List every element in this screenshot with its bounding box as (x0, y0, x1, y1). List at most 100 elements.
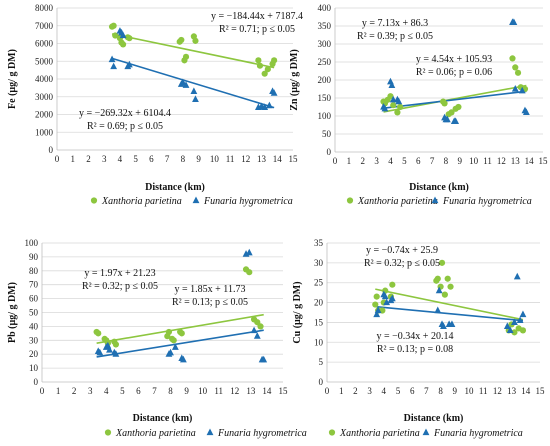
y-tick-label: 70 (29, 280, 39, 290)
y-axis-title: Cu (µg/ g DM) (292, 281, 303, 343)
x-tick-label: 15 (279, 386, 289, 396)
x-tick-label: 15 (536, 386, 546, 396)
x-tick-label: 7 (424, 386, 429, 396)
funaria-point (435, 286, 443, 294)
legend: Xanthoria parietina Funaria hygrometrica (346, 196, 532, 207)
x-tick-label: 15 (289, 154, 299, 164)
xanthoria-point (441, 291, 448, 298)
y-axis-title: Zn (µg/ g DM) (289, 49, 300, 111)
xanthoria-point (444, 275, 451, 282)
funaria-point (192, 95, 199, 103)
x-tick-label: 8 (168, 386, 173, 396)
x-tick-label: 11 (214, 386, 223, 396)
xanthoria-point (182, 53, 190, 60)
y-tick-label: 15 (314, 317, 324, 327)
legend-xanthoria-marker (104, 429, 112, 436)
y-tick-label: 20 (29, 349, 39, 359)
legend-funaria-label: Funaria hygrometrica (203, 196, 293, 207)
funaria-trendline (111, 57, 275, 109)
y-tick-label: 200 (318, 75, 332, 85)
legend-xanthoria-label: Xanthoria parietina (357, 196, 438, 207)
x-tick-label: 9 (453, 386, 458, 396)
y-tick-label: 300 (318, 39, 332, 49)
y-axis-title: Fe (µg/ g DM) (7, 49, 18, 109)
xanthoria-point (119, 41, 127, 48)
funaria-point (506, 326, 514, 333)
y-tick-label: 150 (318, 93, 332, 103)
xanthoria-equation: y = 7.13x + 86.3 (362, 18, 428, 29)
y-tick-label: 0 (319, 377, 324, 387)
xanthoria-point (170, 337, 177, 344)
legend-funaria-label: Funaria hygrometrica (433, 428, 523, 439)
y-tick-label: 350 (318, 21, 332, 31)
funaria-equation: y = 1.85x + 11.73 (175, 284, 246, 295)
xanthoria-point (509, 55, 516, 62)
x-axis-title: Distance (km) (404, 413, 464, 424)
y-tick-label: 30 (314, 258, 324, 268)
funaria-trendline (383, 90, 527, 109)
x-tick-label: 13 (511, 156, 521, 166)
funaria-point (270, 89, 278, 96)
funaria-point (253, 332, 261, 339)
x-tick-label: 12 (493, 386, 502, 396)
x-tick-label: 4 (104, 386, 109, 396)
xanthoria-r2: R² = 0.71; p ≤ 0.05 (219, 24, 295, 35)
xanthoria-point (511, 329, 518, 336)
y-tick-label: 0 (34, 377, 39, 387)
funaria-point (513, 272, 521, 280)
y-tick-label: 90 (29, 252, 39, 262)
y-tick-label: 7000 (35, 21, 54, 31)
legend-funaria-marker (206, 428, 214, 436)
funaria-point (96, 348, 104, 356)
funaria-point (245, 248, 253, 256)
x-tick-label: 13 (257, 154, 267, 164)
xanthoria-point (372, 301, 379, 308)
x-axis-title: Distance (km) (409, 182, 469, 193)
y-tick-label: 6000 (35, 39, 54, 49)
legend-funaria-label: Funaria hygrometrica (442, 196, 532, 207)
funaria-point (381, 292, 389, 300)
x-axis-title: Distance (km) (133, 413, 193, 424)
funaria-r2: R² = 0.13; p = 0.08 (377, 344, 453, 355)
legend-xanthoria-label: Xanthoria parietina (101, 196, 182, 207)
x-tick-label: 0 (333, 156, 338, 166)
funaria-point (374, 306, 382, 314)
funaria-point (110, 62, 118, 70)
funaria-r2: R² = 0.06; p = 0.06 (416, 67, 492, 78)
y-tick-label: 250 (318, 57, 332, 67)
funaria-point (119, 31, 127, 39)
funaria-point (434, 306, 442, 314)
xanthoria-r2: R² = 0.39; p ≤ 0.05 (357, 31, 433, 42)
y-tick-label: 60 (29, 294, 39, 304)
xanthoria-point (448, 109, 455, 116)
funaria-point (503, 322, 511, 329)
x-tick-label: 14 (521, 386, 531, 396)
funaria-point (182, 81, 190, 88)
funaria-point (260, 355, 268, 363)
y-tick-label: 20 (314, 298, 324, 308)
y-tick-label: 10 (29, 363, 39, 373)
xanthoria-r2: R² = 0.32; p ≤ 0.05 (82, 281, 158, 292)
x-tick-label: 14 (525, 156, 535, 166)
y-tick-label: 2000 (35, 110, 54, 120)
xanthoria-point (397, 103, 404, 111)
x-tick-label: 7 (165, 154, 170, 164)
xanthoria-r2: R² = 0.32; p ≤ 0.05 (364, 258, 440, 269)
x-tick-label: 2 (360, 156, 365, 166)
funaria-point (266, 101, 273, 109)
xanthoria-point (126, 35, 133, 42)
xanthoria-point (441, 100, 448, 107)
y-tick-label: 5 (319, 357, 324, 367)
xanthoria-point (110, 22, 117, 29)
xanthoria-point (246, 269, 253, 276)
xanthoria-point (394, 109, 401, 116)
x-tick-label: 6 (149, 154, 154, 164)
legend-xanthoria-label: Xanthoria parietina (339, 428, 420, 439)
legend: Xanthoria parietina Funaria hygrometrica (90, 196, 293, 207)
x-tick-label: 10 (469, 156, 479, 166)
funaria-r2: R² = 0.13; p ≤ 0.05 (172, 297, 248, 308)
legend-funaria-marker (192, 196, 200, 204)
x-tick-label: 1 (339, 386, 344, 396)
